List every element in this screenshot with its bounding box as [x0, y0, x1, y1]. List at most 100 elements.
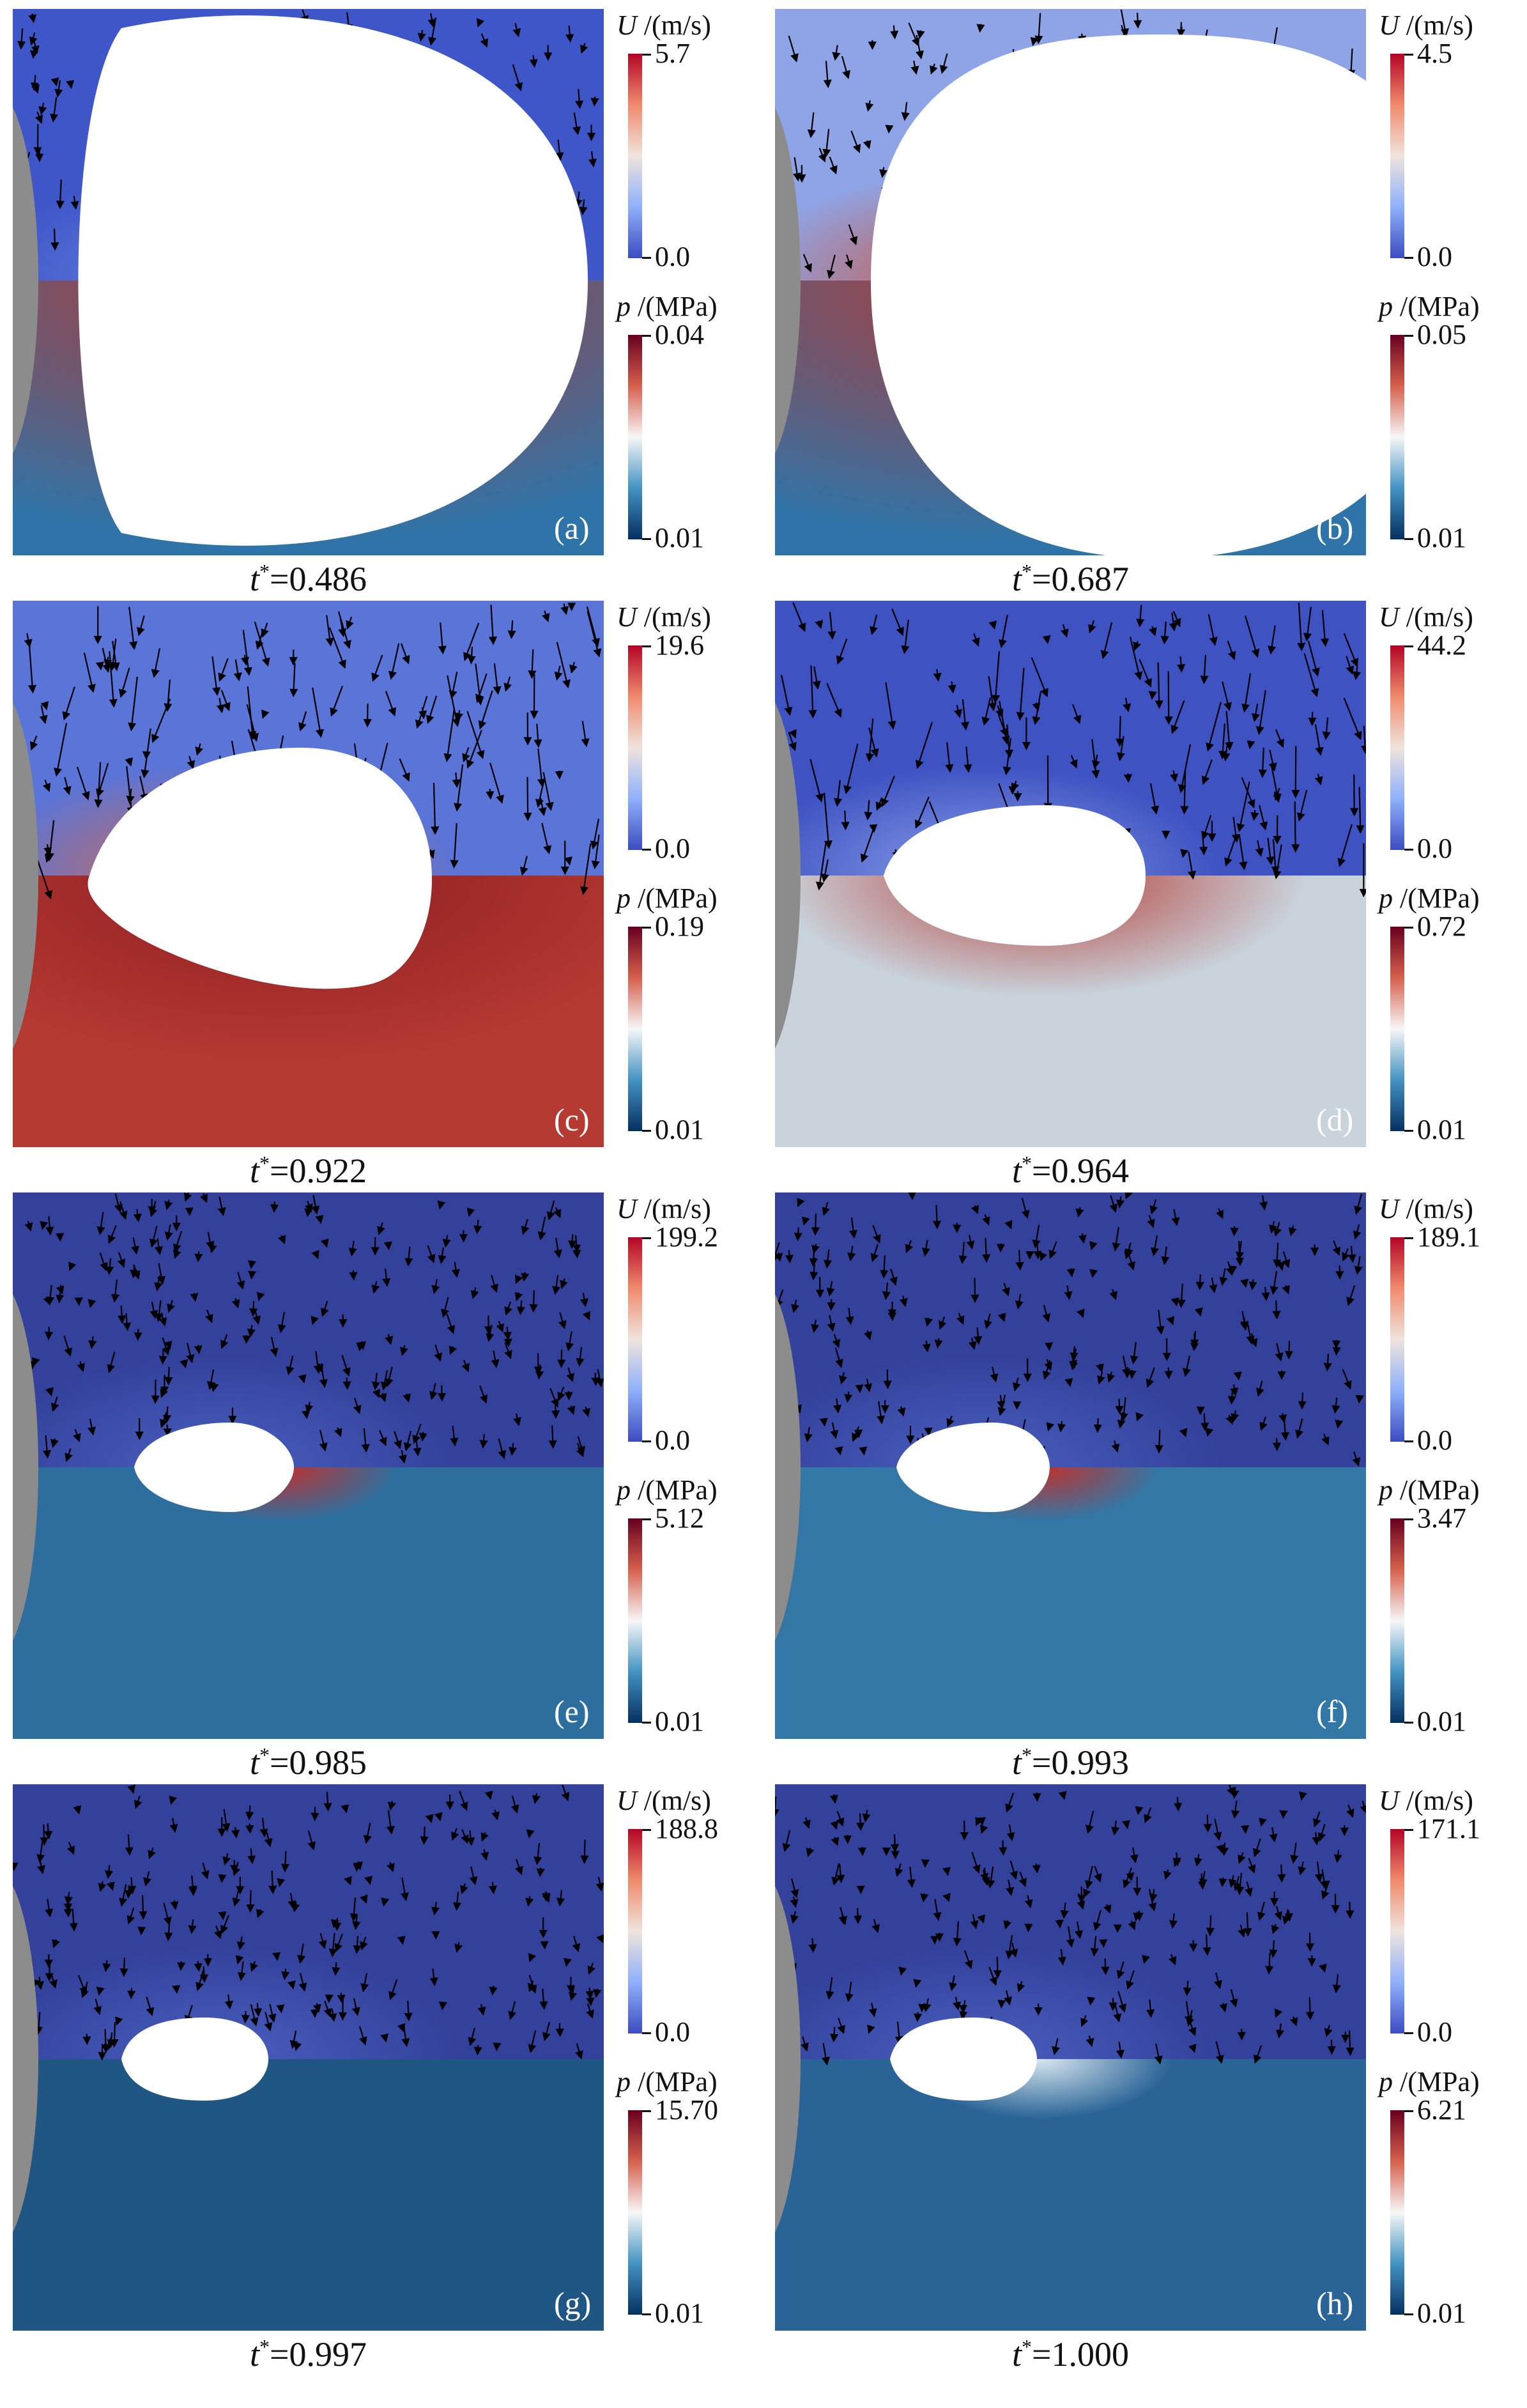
colorbar-tick — [1404, 645, 1413, 647]
pressure-field — [13, 2059, 604, 2331]
colorbar-title: U /(m/s) — [1379, 1192, 1473, 1225]
colorbar-symbol: p — [617, 1474, 631, 1506]
time-symbol: t — [250, 560, 260, 598]
colorbar-max: 0.04 — [655, 319, 704, 350]
panel-label: (f) — [1316, 1694, 1348, 1729]
panel-label: (a) — [554, 510, 590, 546]
colorbar-gradient — [628, 335, 642, 539]
colorbar-max: 4.5 — [1417, 38, 1452, 69]
colorbar-tick — [642, 1722, 651, 1724]
colorbar-gradient — [1390, 2110, 1404, 2315]
time-superscript: * — [1022, 560, 1032, 583]
colorbar-max: 0.72 — [1417, 911, 1466, 942]
colorbar-min: 0.01 — [1417, 1706, 1466, 1737]
colorbar-symbol: p — [617, 2066, 631, 2097]
colorbar-gradient — [1390, 335, 1404, 539]
bubble-shape — [871, 35, 1366, 555]
time-value: =0.985 — [270, 1743, 367, 1782]
time-label: t*=0.964 — [879, 1151, 1262, 1191]
wall-surface — [775, 107, 801, 454]
time-symbol: t — [250, 2335, 260, 2373]
time-value: =0.486 — [270, 560, 367, 598]
colorbar-gradient — [628, 645, 642, 850]
colorbar-max: 3.47 — [1417, 1502, 1466, 1534]
colorbar-symbol: p — [1379, 2066, 1393, 2097]
colorbar-max: 189.1 — [1417, 1221, 1480, 1253]
colorbar-min: 0.0 — [655, 2016, 690, 2048]
field-plot — [775, 1192, 1366, 1739]
colorbar-gradient — [628, 1829, 642, 2034]
pressure-field — [775, 2059, 1366, 2331]
wall-surface — [13, 1886, 38, 2232]
wall-surface — [775, 1886, 801, 2232]
colorbar-gradient — [628, 927, 642, 1131]
colorbar-tick — [1404, 2313, 1413, 2315]
colorbar-unit: /(MPa) — [1400, 291, 1480, 322]
velocity-arrows — [775, 1784, 1366, 2066]
wall-surface — [775, 1294, 801, 1640]
colorbar-min: 0.0 — [1417, 2016, 1452, 2048]
time-label: t*=0.687 — [879, 559, 1262, 599]
colorbar-unit: /(MPa) — [638, 883, 717, 914]
bubble-shape — [121, 2018, 268, 2101]
colorbar-unit: /(m/s) — [643, 1785, 711, 1816]
colorbar-tick — [1404, 1440, 1413, 1442]
velocity-arrows — [13, 1784, 604, 2064]
colorbar-tick — [1404, 54, 1413, 56]
colorbar-tick — [642, 849, 651, 851]
colorbar-tick — [642, 257, 651, 259]
colorbar-tick — [1404, 1829, 1413, 1831]
velocity-field — [13, 1784, 604, 2059]
colorbar-symbol: U — [1379, 1785, 1399, 1816]
colorbar-tick — [1404, 1130, 1413, 1132]
field-plot — [775, 1784, 1366, 2331]
colorbar-max: 5.7 — [655, 38, 690, 69]
panel-g: (g) U /(m/s) 188.8 0.0 p /(MPa) 15.70 0.01 t*=0… — [13, 1784, 773, 2386]
colorbar-max: 6.21 — [1417, 2094, 1466, 2126]
colorbar-tick — [1404, 2110, 1413, 2112]
time-superscript: * — [259, 2335, 270, 2358]
colorbar-min: 0.0 — [1417, 833, 1452, 864]
colorbar-min: 0.01 — [655, 2297, 704, 2329]
panel-h: (h) U /(m/s) 171.1 0.0 p /(MPa) 6.21 0.01 t*=1.… — [775, 1784, 1527, 2386]
colorbar-tick — [642, 645, 651, 647]
colorbar-unit: /(m/s) — [643, 1193, 711, 1224]
time-label: t*=0.993 — [879, 1743, 1262, 1782]
colorbar-title: U /(m/s) — [1379, 601, 1473, 633]
colorbar-unit: /(m/s) — [1406, 601, 1473, 633]
colorbar-symbol: U — [617, 10, 637, 41]
time-superscript: * — [1022, 1743, 1032, 1766]
panel-e: (e) U /(m/s) 199.2 0.0 p /(MPa) 5.12 0.01 t*=0.… — [13, 1192, 773, 1794]
colorbar-unit: /(MPa) — [638, 2066, 717, 2097]
field-plot — [13, 601, 604, 1147]
colorbar-unit: /(m/s) — [1406, 1785, 1473, 1816]
colorbar-min: 0.01 — [655, 1706, 704, 1737]
colorbar-symbol: p — [1379, 883, 1393, 914]
field-plot — [13, 9, 604, 555]
colorbar-gradient — [1390, 1829, 1404, 2034]
colorbar-gradient — [1390, 1237, 1404, 1442]
time-symbol: t — [250, 1152, 260, 1190]
colorbar-max: 199.2 — [655, 1221, 718, 1253]
wall-surface — [13, 107, 38, 454]
panel-d: (d) U /(m/s) 44.2 0.0 p /(MPa) 0.72 0.01 t*=0.9… — [775, 601, 1527, 1203]
field-plot — [13, 1784, 604, 2331]
colorbar-unit: /(MPa) — [638, 291, 717, 322]
time-superscript: * — [259, 560, 270, 583]
colorbar-tick — [642, 1829, 651, 1831]
bubble-shape — [88, 748, 432, 989]
time-label: t*=0.486 — [117, 559, 500, 599]
colorbar-gradient — [1390, 645, 1404, 850]
colorbar-min: 0.0 — [1417, 241, 1452, 272]
time-superscript: * — [1022, 2335, 1032, 2358]
colorbar-tick — [1404, 849, 1413, 851]
panel-label: (h) — [1316, 2285, 1354, 2321]
bubble-shape — [884, 805, 1146, 946]
velocity-field — [775, 1784, 1366, 2059]
colorbar-min: 0.01 — [1417, 1114, 1466, 1145]
colorbar-unit: /(MPa) — [638, 1474, 717, 1506]
field-plot — [775, 601, 1366, 1147]
pressure-field — [775, 1467, 1366, 1739]
time-label: t*=0.985 — [117, 1743, 500, 1782]
